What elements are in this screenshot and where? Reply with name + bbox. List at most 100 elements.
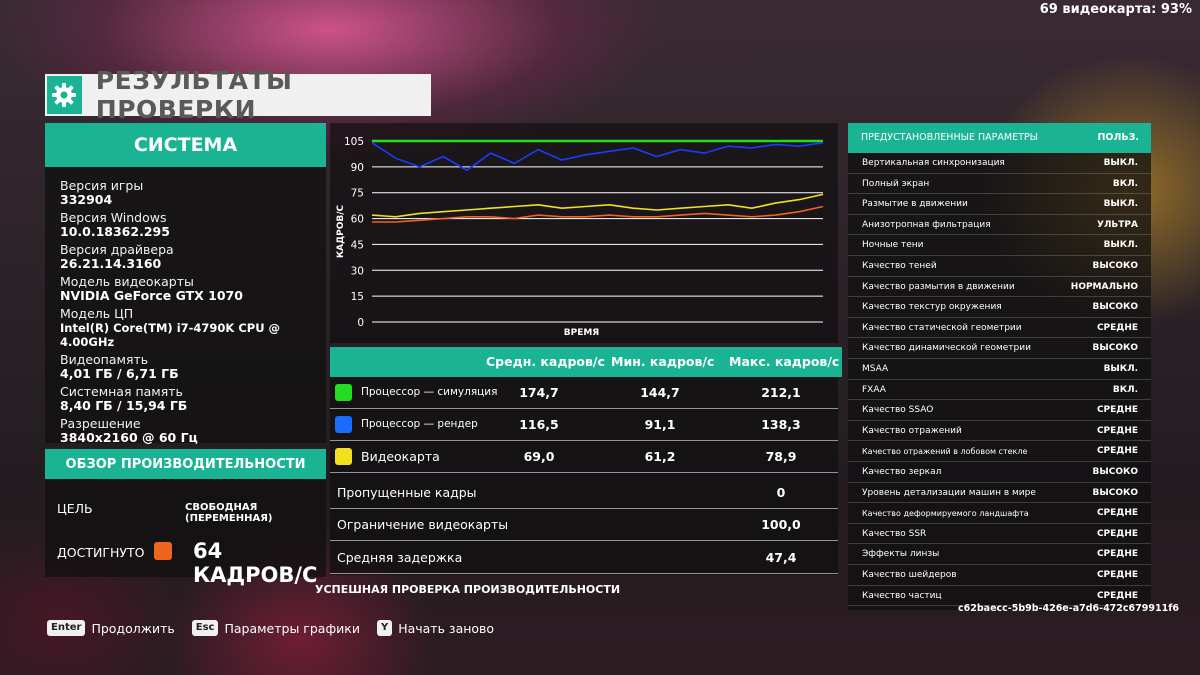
setting-value: СРЕДНЕ <box>1096 549 1138 560</box>
row-min: 144,7 <box>640 385 680 400</box>
setting-name: Качество SSAO <box>862 405 934 416</box>
page-header: РЕЗУЛЬТАТЫ ПРОВЕРКИ <box>45 66 431 124</box>
setting-name: Анизотропная фильтрация <box>862 219 991 230</box>
esc-key-hint[interactable]: Esc <box>191 620 219 636</box>
setting-value: УЛЬТРА <box>1097 219 1138 230</box>
settings-preset: ПОЛЬЗ. <box>1097 132 1139 143</box>
setting-value: ВЫСОКО <box>1092 487 1138 498</box>
fps-chart: 105 90 75 60 45 30 15 0 КАДРОВ/С ВРЕМЯ <box>330 123 838 343</box>
table-row: Видеокарта 69,0 61,2 78,9 <box>330 441 838 473</box>
setting-value: ВЫКЛ. <box>1103 199 1138 210</box>
row-min: 91,1 <box>644 417 676 432</box>
setting-name: Качество текстур окружения <box>862 302 1002 313</box>
series-line <box>372 205 824 223</box>
sys-item-video-memory: Видеопамять 4,01 ГБ / 6,71 ГБ <box>60 352 326 381</box>
settings-row: Качество статической геометрии СРЕДНЕ <box>848 318 1151 339</box>
sys-label: Версия игры <box>60 178 144 193</box>
enter-key-hint[interactable]: Enter <box>47 620 86 636</box>
continue-button[interactable]: Продолжить <box>91 620 175 636</box>
settings-row: Ночные тени ВЫКЛ. <box>848 235 1151 256</box>
setting-value: СРЕДНЕ <box>1096 446 1138 457</box>
settings-row: Размытие в движении ВЫКЛ. <box>848 194 1151 215</box>
sys-value: 3840x2160 @ 60 Гц <box>60 430 198 445</box>
setting-name: FXAA <box>862 384 886 395</box>
extra-value: 47,4 <box>765 550 797 565</box>
settings-row: Качество отражений СРЕДНЕ <box>848 421 1151 442</box>
sys-label: Версия Windows <box>60 210 167 225</box>
table-row: Процессор — симуляция 174,7 144,7 212,1 <box>330 377 838 409</box>
system-header: СИСТЕМА <box>45 123 326 167</box>
setting-value: СРЕДНЕ <box>1096 508 1138 519</box>
extra-label: Ограничение видеокарты <box>337 517 509 532</box>
sys-item-gpu-model: Модель видеокарты NVIDIA GeForce GTX 107… <box>60 274 326 303</box>
series-line <box>371 193 824 218</box>
setting-name: Ночные тени <box>862 240 924 251</box>
extra-value: 100,0 <box>761 517 801 532</box>
sys-value: NVIDIA GeForce GTX 1070 <box>60 288 243 303</box>
row-label: Видеокарта <box>361 449 440 464</box>
sys-item-system-memory: Системная память 8,40 ГБ / 15,94 ГБ <box>60 384 326 413</box>
row-label: Процессор — симуляция <box>361 386 498 398</box>
setting-name: Качество динамической геометрии <box>862 343 1031 354</box>
sys-value: Intel(R) Core(TM) i7-4790K CPU @ 4.00GHz <box>60 321 281 349</box>
settings-title: ПРЕДУСТАНОВЛЕННЫЕ ПАРАМЕТРЫ <box>861 132 1038 143</box>
y-tick-label: 15 <box>351 291 364 303</box>
series-color-swatch <box>335 416 352 433</box>
row-avg: 69,0 <box>523 449 555 464</box>
row-avg: 174,7 <box>519 385 559 400</box>
sys-label: Системная память <box>60 384 183 399</box>
y-tick-label: 45 <box>351 239 364 251</box>
settings-row: Качество частиц СРЕДНЕ <box>848 586 1151 607</box>
system-panel: Версия игры 332904 Версия Windows 10.0.1… <box>45 167 326 445</box>
y-tick-label: 0 <box>357 317 364 329</box>
sys-item-resolution: Разрешение 3840x2160 @ 60 Гц <box>60 416 326 445</box>
restart-button[interactable]: Начать заново <box>398 620 495 636</box>
page-title: РЕЗУЛЬТАТЫ ПРОВЕРКИ <box>95 66 293 124</box>
sys-label: Модель ЦП <box>60 306 134 321</box>
settings-header: ПРЕДУСТАНОВЛЕННЫЕ ПАРАМЕТРЫ ПОЛЬЗ. <box>848 123 1151 153</box>
setting-value: СРЕДНЕ <box>1096 425 1138 436</box>
stats-table: Процессор — симуляция 174,7 144,7 212,1 … <box>330 377 838 575</box>
setting-value: ВКЛ. <box>1112 178 1138 189</box>
sys-label: Видеопамять <box>60 352 149 367</box>
series-color-swatch <box>335 384 352 401</box>
graphics-settings-button[interactable]: Параметры графики <box>224 620 360 636</box>
settings-row: Качество динамической геометрии ВЫСОКО <box>848 338 1151 359</box>
table-row-dropped-frames: Пропущенные кадры 0 <box>330 477 838 509</box>
y-tick-label: 105 <box>344 136 364 148</box>
setting-value: ВЫКЛ. <box>1103 364 1138 374</box>
y-axis-label: КАДРОВ/С <box>336 204 346 258</box>
goal-value: СВОБОДНАЯ (ПЕРЕМЕННАЯ) <box>185 502 273 524</box>
success-message: УСПЕШНАЯ ПРОВЕРКА ПРОИЗВОДИТЕЛЬНОСТИ <box>315 583 621 596</box>
sys-value: 10.0.18362.295 <box>60 224 170 239</box>
x-axis-label: ВРЕМЯ <box>564 328 600 338</box>
series-line <box>371 141 824 172</box>
setting-name: Полный экран <box>862 178 930 189</box>
settings-row: Уровень детализации машин в мире ВЫСОКО <box>848 483 1151 504</box>
setting-value: ВЫСОКО <box>1092 302 1138 313</box>
setting-name: Качество зеркал <box>862 467 942 477</box>
settings-row: Качество SSAO СРЕДНЕ <box>848 400 1151 421</box>
settings-row: Анизотропная фильтрация УЛЬТРА <box>848 215 1151 236</box>
y-tick-label: 75 <box>351 188 364 200</box>
sys-value: 4,01 ГБ / 6,71 ГБ <box>60 366 179 381</box>
y-key-hint[interactable]: Y <box>376 620 393 636</box>
stats-header-avg: Средн. кадров/с <box>486 354 605 369</box>
settings-row: Качество зеркал ВЫСОКО <box>848 462 1151 483</box>
table-row-avg-latency: Средняя задержка 47,4 <box>330 542 838 574</box>
reached-label: ДОСТИГНУТО <box>57 545 145 560</box>
setting-value: ВЫСОКО <box>1092 343 1138 354</box>
sys-item-game-version: Версия игры 332904 <box>60 178 326 207</box>
settings-row: Эффекты линзы СРЕДНЕ <box>848 544 1151 565</box>
row-min: 61,2 <box>644 449 676 464</box>
setting-name: Качество SSR <box>862 528 927 539</box>
setting-value: СРЕДНЕ <box>1096 405 1138 416</box>
setting-value: ВЫСОКО <box>1092 261 1138 271</box>
setting-value: ВЫСОКО <box>1092 467 1138 477</box>
sys-value: 332904 <box>60 192 113 207</box>
settings-row: Полный экран ВКЛ. <box>848 174 1151 195</box>
settings-row: Качество шейдеров СРЕДНЕ <box>848 565 1151 586</box>
settings-row: Качество размытия в движении НОРМАЛЬНО <box>848 277 1151 298</box>
benchmark-hash: c62baecc-5b9b-426e-a7d6-472c679911f6 <box>958 603 1179 614</box>
setting-name: Качество размытия в движении <box>862 281 1015 292</box>
